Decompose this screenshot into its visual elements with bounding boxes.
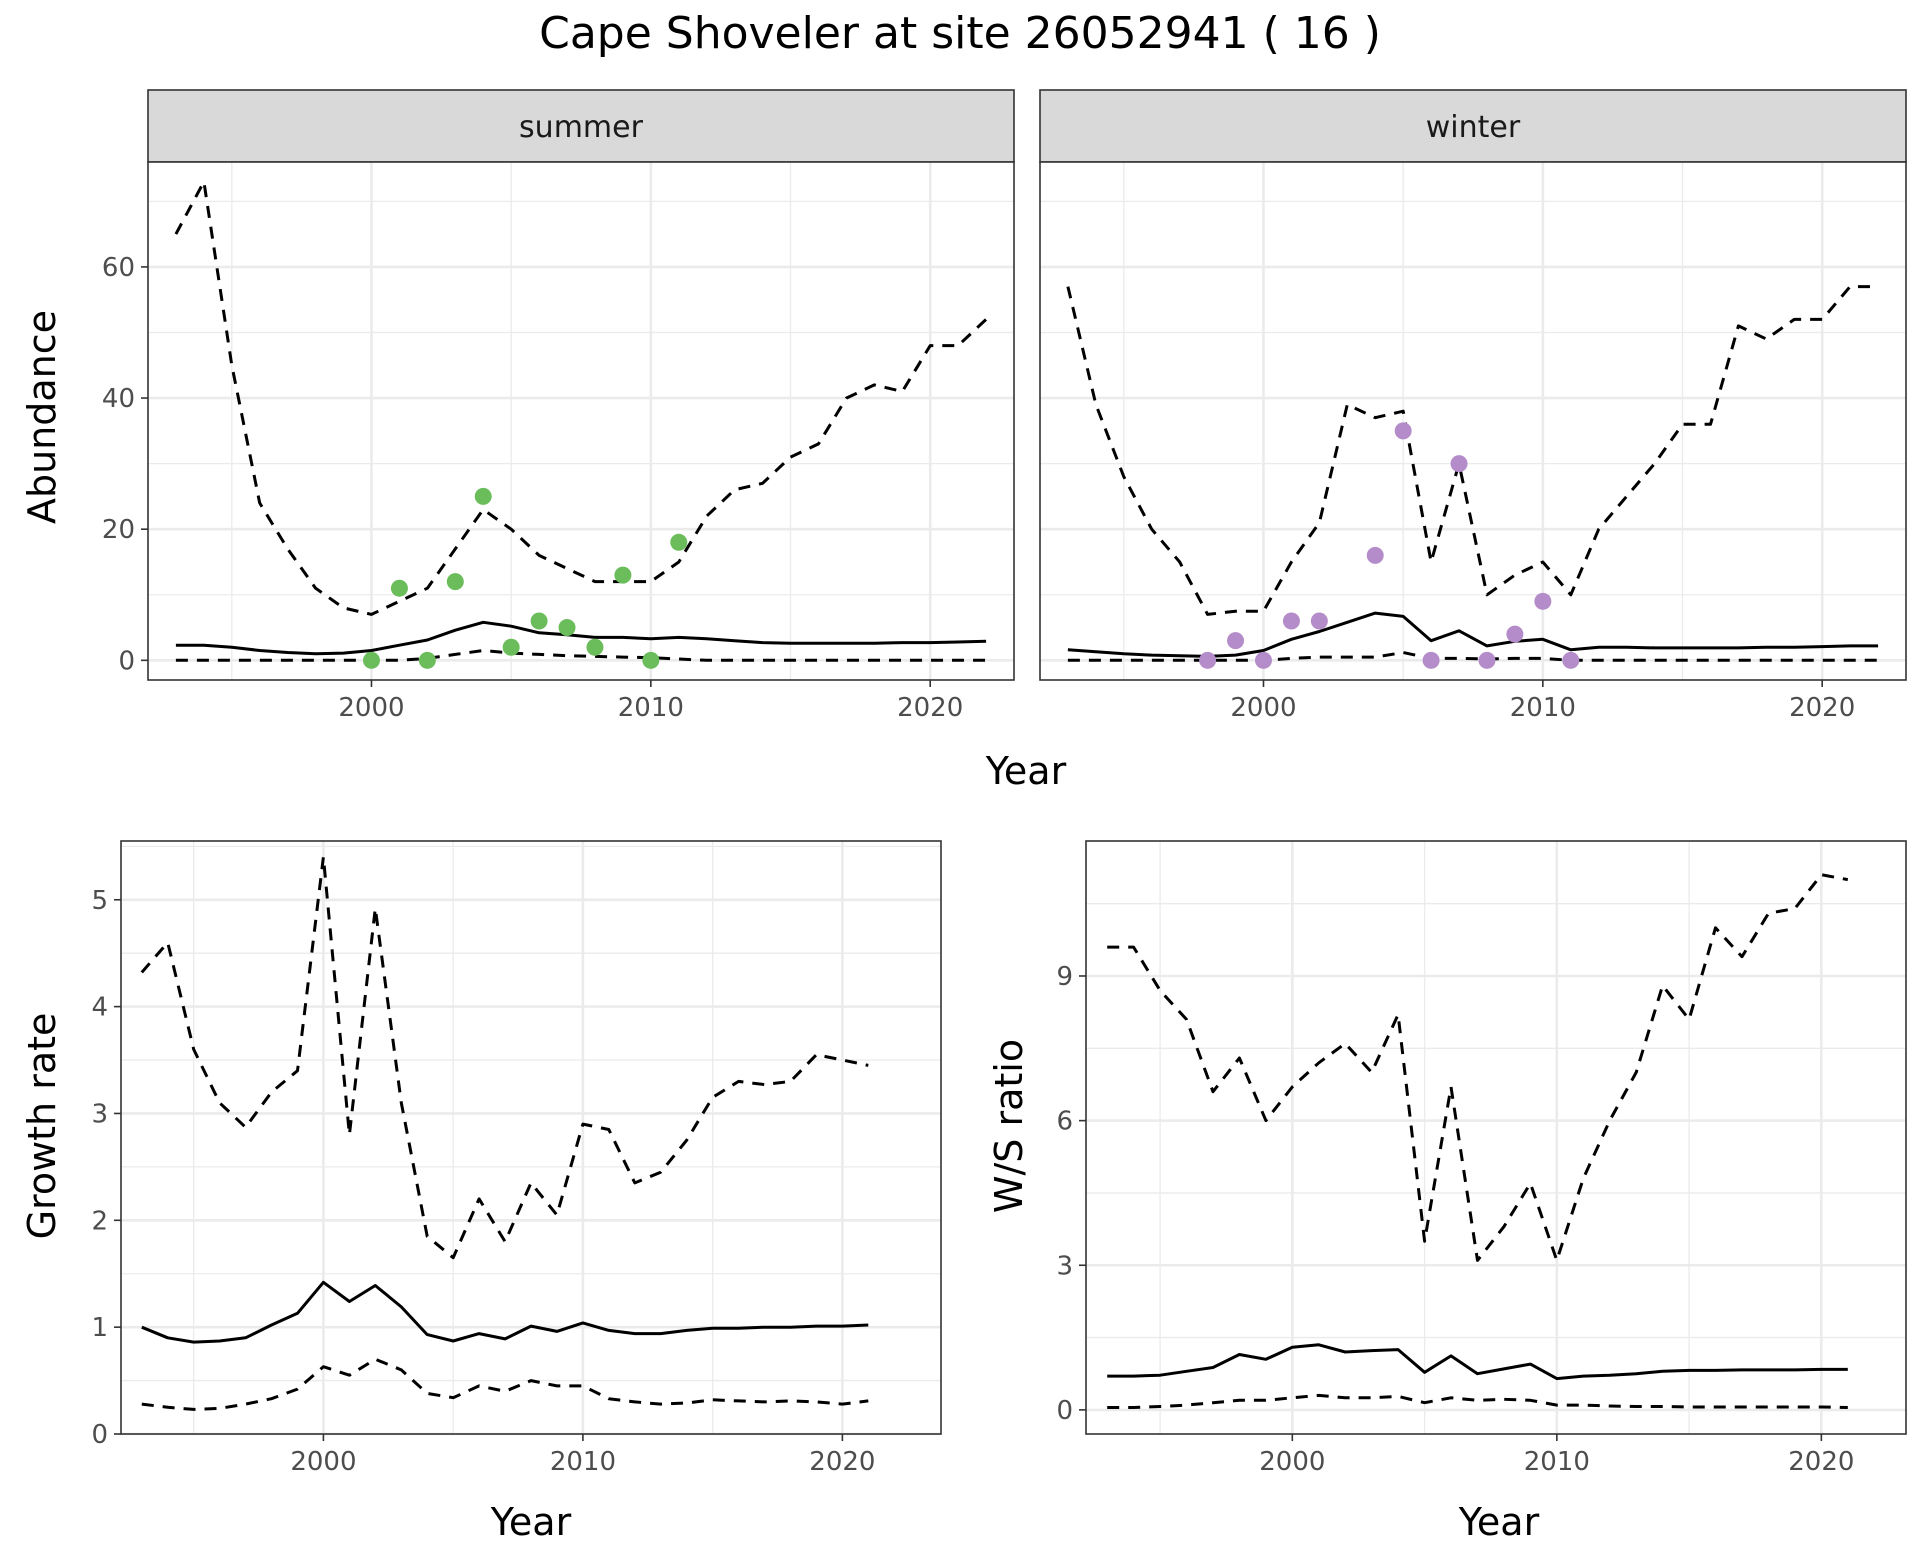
growth-panel: 0 1 2 3 4 5 2000 2010 2020 Growth rate Year bbox=[20, 840, 942, 1544]
observation-point bbox=[530, 612, 548, 630]
upper-bound-line bbox=[1107, 873, 1849, 1262]
observation-point bbox=[502, 638, 520, 656]
observation-point bbox=[390, 579, 408, 597]
facet-summer: summer 0 20 40 60 2000 2010 2020 bbox=[102, 89, 1015, 723]
observation-point bbox=[362, 651, 380, 669]
estimate-line bbox=[141, 1280, 869, 1344]
x-tick-label: 2010 bbox=[550, 1447, 616, 1477]
observation-point bbox=[1450, 455, 1468, 473]
y-tick-label: 20 bbox=[102, 515, 135, 545]
estimate-line bbox=[175, 620, 987, 656]
panel-border bbox=[1085, 840, 1907, 1435]
x-tick-label: 2020 bbox=[1788, 1447, 1854, 1477]
observation-point bbox=[670, 533, 688, 551]
abundance-panel: summer 0 20 40 60 2000 2010 2020 winter 2000 20… bbox=[20, 89, 1907, 793]
ws-ratio-panel: 0 3 6 9 2000 2010 2020 W/S ratio Year bbox=[987, 840, 1907, 1544]
panel-border bbox=[1039, 161, 1907, 681]
observation-point bbox=[1534, 592, 1552, 610]
observation-point bbox=[1422, 651, 1440, 669]
strip-summer-label: summer bbox=[519, 110, 644, 145]
panel-border bbox=[120, 840, 942, 1435]
y-tick-label: 3 bbox=[1056, 1251, 1073, 1281]
abundance-x-axis-title: Year bbox=[985, 749, 1067, 793]
abundance-y-axis-title: Abundance bbox=[20, 310, 64, 524]
observation-point bbox=[1282, 612, 1300, 630]
y-tick-label: 0 bbox=[91, 1420, 108, 1450]
observation-point bbox=[642, 651, 660, 669]
y-tick-label: 5 bbox=[91, 886, 108, 916]
observation-point bbox=[1562, 651, 1580, 669]
observation-point bbox=[446, 573, 464, 591]
facet-winter: winter 2000 2010 2020 bbox=[1039, 89, 1907, 723]
lower-bound-line bbox=[1107, 1393, 1848, 1409]
observation-point bbox=[1506, 625, 1524, 643]
observation-point bbox=[558, 619, 576, 637]
panel-background bbox=[1086, 841, 1906, 1434]
observation-point bbox=[1199, 651, 1217, 669]
ws-ratio-y-axis-title: W/S ratio bbox=[987, 1039, 1031, 1213]
panel-background bbox=[1040, 162, 1906, 680]
observation-point bbox=[614, 566, 632, 584]
observation-point bbox=[1254, 651, 1272, 669]
upper-bound-line bbox=[174, 180, 988, 616]
growth-y-axis-title: Growth rate bbox=[20, 1013, 64, 1240]
observation-point bbox=[1310, 612, 1328, 630]
x-tick-label: 2020 bbox=[809, 1447, 875, 1477]
panel-background bbox=[148, 162, 1014, 680]
y-tick-label: 9 bbox=[1056, 962, 1073, 992]
y-tick-label: 0 bbox=[1056, 1396, 1073, 1426]
observation-point bbox=[418, 651, 436, 669]
observation-point bbox=[586, 638, 604, 656]
upper-bound-line bbox=[140, 855, 869, 1260]
x-tick-label: 2020 bbox=[897, 693, 963, 723]
strip-summer bbox=[147, 89, 1015, 163]
ws-ratio-x-axis-title: Year bbox=[1458, 1500, 1540, 1544]
estimate-line bbox=[1107, 1343, 1848, 1381]
figure-title: Cape Shoveler at site 26052941 ( 16 ) bbox=[539, 8, 1381, 59]
x-tick-label: 2010 bbox=[1510, 693, 1576, 723]
y-tick-label: 40 bbox=[102, 384, 135, 414]
y-tick-label: 2 bbox=[91, 1206, 108, 1236]
x-tick-label: 2000 bbox=[1230, 693, 1296, 723]
strip-winter-label: winter bbox=[1426, 110, 1521, 145]
observation-point bbox=[1366, 546, 1384, 564]
x-tick-label: 2010 bbox=[1524, 1447, 1590, 1477]
y-tick-label: 1 bbox=[91, 1313, 108, 1343]
x-tick-label: 2020 bbox=[1789, 693, 1855, 723]
x-tick-label: 2000 bbox=[290, 1447, 356, 1477]
x-tick-label: 2010 bbox=[618, 693, 684, 723]
y-tick-label: 6 bbox=[1056, 1107, 1073, 1137]
x-tick-label: 2000 bbox=[1259, 1447, 1325, 1477]
panel-background bbox=[121, 841, 941, 1434]
y-tick-label: 0 bbox=[118, 646, 135, 676]
y-tick-label: 4 bbox=[91, 993, 108, 1023]
upper-bound-line bbox=[1066, 285, 1879, 616]
growth-x-axis-title: Year bbox=[490, 1500, 572, 1544]
panel-border bbox=[147, 161, 1015, 681]
lower-bound-line bbox=[175, 649, 987, 662]
observation-point bbox=[1394, 422, 1412, 440]
observation-point bbox=[1478, 651, 1496, 669]
observation-point bbox=[474, 487, 492, 505]
y-tick-label: 60 bbox=[102, 253, 135, 283]
y-tick-label: 3 bbox=[91, 1099, 108, 1129]
x-tick-label: 2000 bbox=[338, 693, 404, 723]
observation-point bbox=[1227, 632, 1245, 650]
